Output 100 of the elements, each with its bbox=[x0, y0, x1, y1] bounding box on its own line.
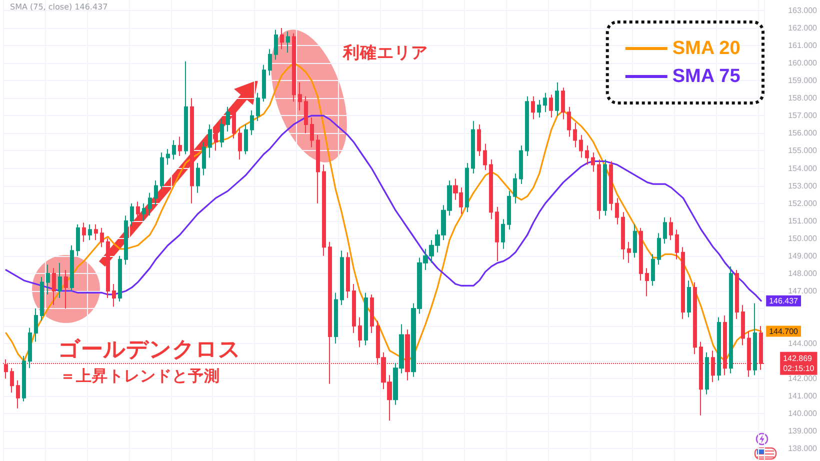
y-tick-label: 139.000 bbox=[788, 426, 818, 436]
candlestick bbox=[304, 96, 308, 134]
candlestick bbox=[573, 122, 577, 148]
candlestick bbox=[202, 141, 206, 176]
candlestick bbox=[531, 96, 535, 120]
candlestick bbox=[286, 31, 290, 54]
candlestick bbox=[633, 224, 637, 258]
candlestick bbox=[316, 134, 320, 204]
candlestick bbox=[501, 218, 505, 250]
y-tick-label: 144.000 bbox=[788, 339, 818, 348]
candlestick bbox=[561, 87, 565, 120]
y-tick-label: 142.000 bbox=[788, 374, 818, 384]
y-tick-label: 150.000 bbox=[788, 234, 818, 243]
y-tick-label: 163.000 bbox=[788, 6, 818, 16]
candlestick bbox=[735, 269, 739, 320]
y-tick-label: 154.000 bbox=[788, 164, 818, 173]
annotation: ＝上昇トレンドと予測 bbox=[60, 367, 220, 385]
candlestick bbox=[94, 224, 98, 241]
candlestick bbox=[567, 106, 571, 138]
candlestick bbox=[322, 164, 326, 256]
candlestick bbox=[609, 160, 613, 211]
candlestick bbox=[280, 28, 284, 50]
candlestick bbox=[172, 140, 176, 160]
candlestick bbox=[16, 380, 20, 409]
candlestick bbox=[717, 316, 721, 381]
candlestick bbox=[627, 241, 631, 264]
candlestick bbox=[262, 64, 266, 102]
candlestick bbox=[106, 238, 110, 298]
candlestick bbox=[693, 282, 697, 355]
candlestick bbox=[645, 268, 649, 297]
candlestick bbox=[753, 302, 757, 376]
candlestick bbox=[597, 159, 601, 220]
annotation: SMA (75, close) 146.437 bbox=[10, 2, 108, 12]
candlestick bbox=[346, 252, 350, 298]
candlestick bbox=[370, 294, 374, 334]
candlestick bbox=[178, 136, 182, 157]
candlestick bbox=[244, 124, 248, 155]
candlestick bbox=[489, 159, 493, 220]
candlestick bbox=[681, 246, 685, 320]
candlestick bbox=[495, 206, 499, 262]
y-tick-label: 149.000 bbox=[788, 251, 818, 260]
data-label: 146.437 bbox=[769, 296, 799, 306]
candlestick bbox=[214, 126, 218, 152]
y-tick-label: 151.000 bbox=[788, 216, 818, 226]
candlestick bbox=[46, 264, 50, 295]
candlestick bbox=[639, 227, 643, 281]
candlestick bbox=[166, 148, 170, 166]
candlestick bbox=[334, 292, 338, 344]
candlestick bbox=[22, 355, 26, 402]
candlestick bbox=[657, 232, 661, 266]
y-tick-label: 155.000 bbox=[788, 146, 818, 156]
legend-label: SMA 20 bbox=[672, 38, 740, 59]
y-tick-label: 140.000 bbox=[788, 409, 818, 418]
y-tick-label: 141.000 bbox=[788, 392, 818, 401]
candlestick bbox=[507, 190, 511, 230]
candlestick bbox=[238, 127, 242, 160]
candlestick bbox=[298, 82, 302, 111]
line-series bbox=[5, 114, 762, 302]
candlestick bbox=[232, 108, 236, 139]
y-tick-label: 148.000 bbox=[788, 268, 818, 278]
ref-line-label: 142.869 02:15:10 bbox=[783, 354, 815, 373]
candlestick bbox=[405, 329, 410, 381]
candlestick bbox=[310, 116, 314, 148]
y-tick-label: 147.000 bbox=[788, 286, 818, 296]
candlestick bbox=[675, 229, 679, 260]
candlestick bbox=[130, 202, 134, 227]
candlestick bbox=[196, 162, 200, 194]
y-tick-label: 138.000 bbox=[788, 444, 818, 454]
candlestick bbox=[555, 82, 559, 116]
y-tick-label: 152.000 bbox=[788, 198, 818, 208]
y-tick-label: 153.000 bbox=[788, 181, 818, 190]
candlestick bbox=[268, 48, 272, 76]
candlestick bbox=[28, 327, 32, 369]
y-tick-label: 159.000 bbox=[788, 76, 818, 86]
candlestick bbox=[220, 118, 224, 148]
candlestick bbox=[537, 99, 541, 118]
candlestick bbox=[358, 316, 362, 348]
y-tick-label: 162.000 bbox=[788, 24, 818, 33]
data-label: 144.700 bbox=[769, 326, 799, 336]
candlestick bbox=[741, 304, 745, 346]
candlestick bbox=[136, 201, 140, 222]
annotation: ゴールデンクロス bbox=[58, 338, 241, 362]
candlestick bbox=[64, 269, 68, 309]
candlestick bbox=[687, 280, 691, 318]
candlestick bbox=[651, 254, 655, 286]
candlestick bbox=[471, 120, 475, 174]
y-tick-label: 156.000 bbox=[788, 128, 818, 138]
candlestick bbox=[292, 32, 296, 102]
candlestick bbox=[40, 276, 44, 322]
candlestick bbox=[10, 368, 14, 394]
candlestick bbox=[148, 192, 152, 216]
candlestick bbox=[603, 159, 607, 216]
candlestick bbox=[88, 224, 92, 241]
candlestick bbox=[100, 227, 104, 248]
candlestick bbox=[477, 124, 481, 157]
candlestick bbox=[70, 244, 74, 292]
y-tick-label: 160.000 bbox=[788, 58, 818, 68]
candlestick bbox=[76, 224, 80, 256]
candlestick bbox=[208, 124, 212, 158]
candlestick bbox=[483, 143, 487, 171]
